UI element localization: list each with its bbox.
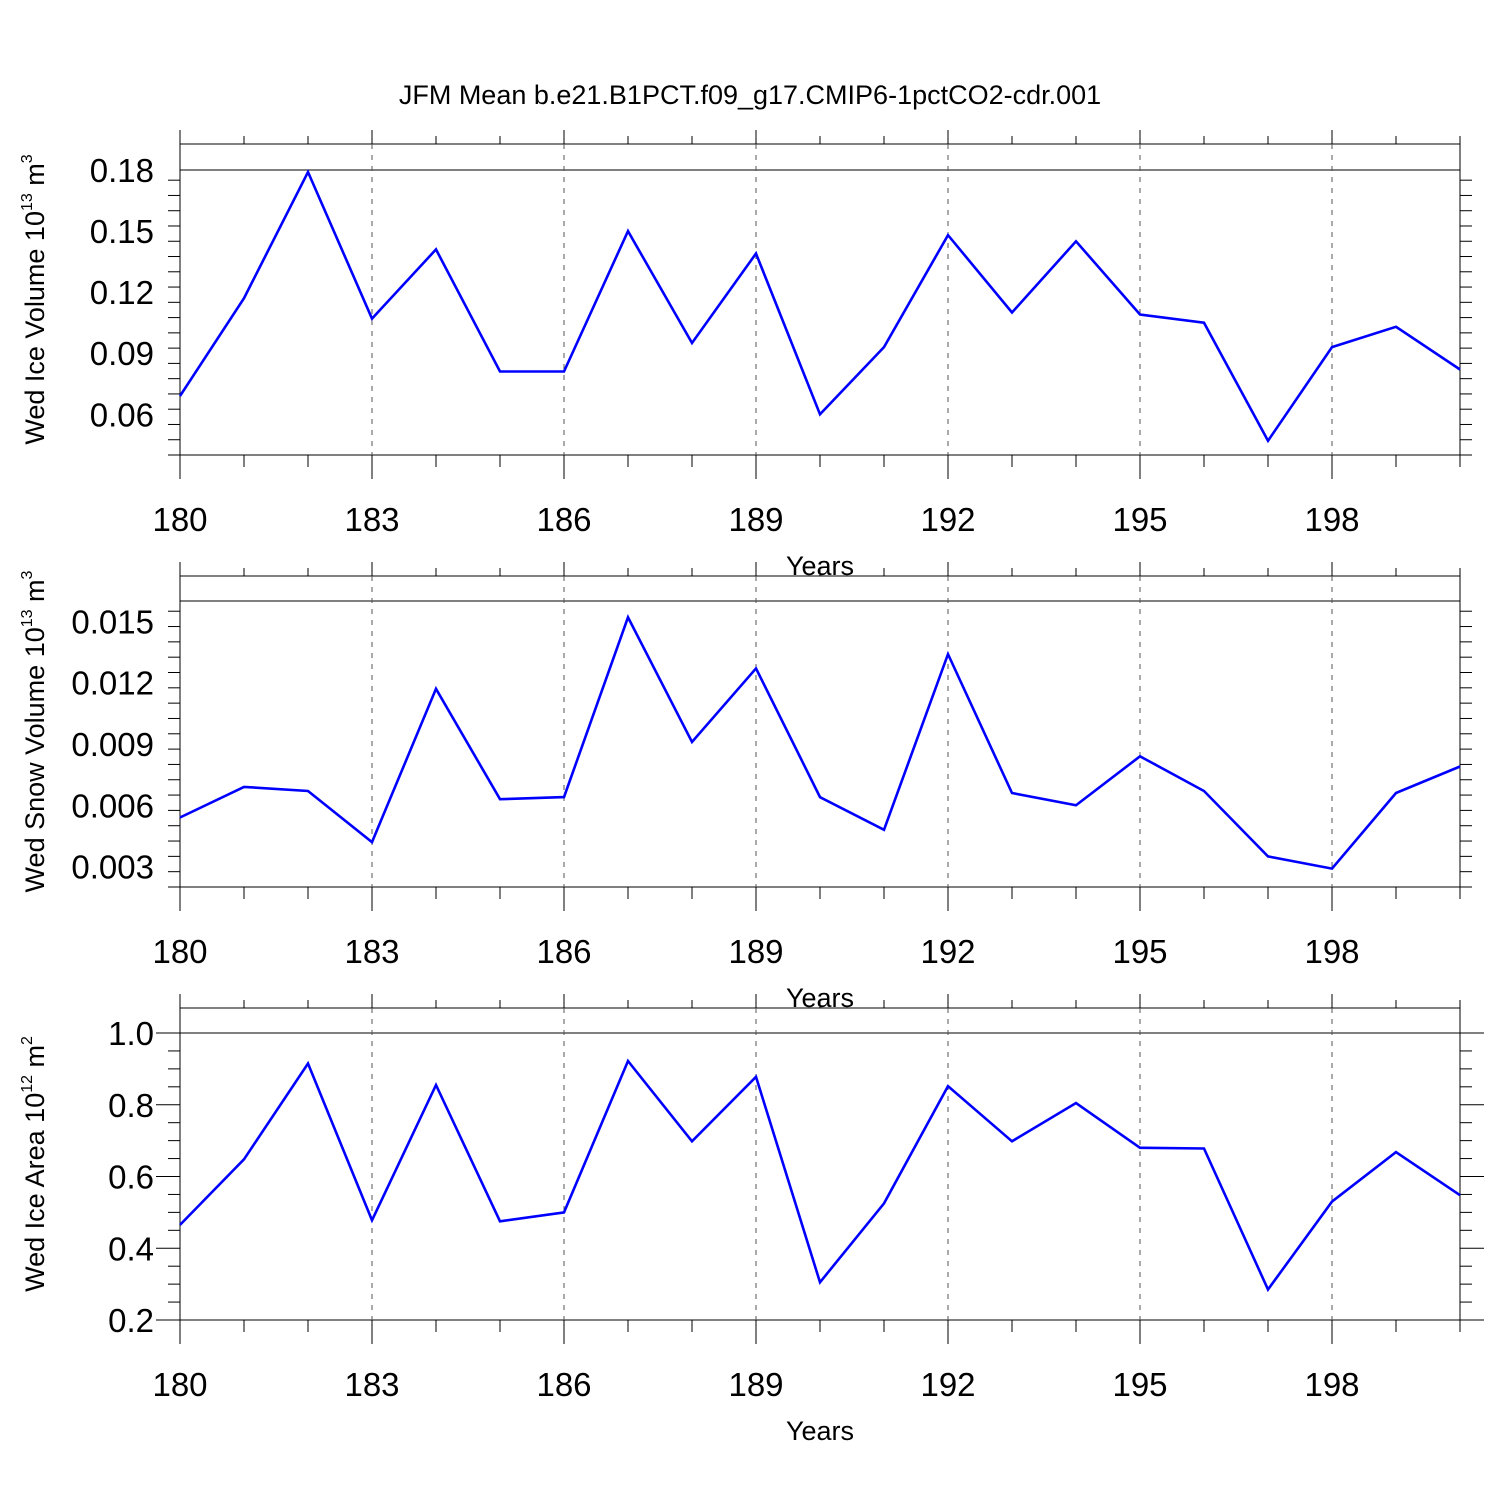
x-tick-label: 198	[1304, 1366, 1359, 1403]
x-tick-label: 180	[152, 501, 207, 538]
y-tick-label: 0.2	[108, 1302, 154, 1339]
x-tick-label: 195	[1112, 501, 1167, 538]
panel-1: 180 183 186 189 192 195 198Years0.060.090.120.…	[19, 130, 1472, 581]
y-axis-label: Wed Ice Area 1012 m2	[19, 1036, 50, 1292]
x-axis-label: Years	[786, 1416, 854, 1446]
y-tick-label: 0.15	[90, 213, 154, 250]
panel-3: 180 183 186 189 192 195 198 Years 0.2 0.4 0.6 0.8 1.…	[19, 994, 1484, 1446]
y-axis-label: Wed Snow Volume 1013 m3	[19, 570, 50, 892]
y-tick-label: 0.09	[90, 335, 154, 372]
x-tick-label: 180	[152, 933, 207, 970]
y-tick-label: 0.015	[71, 603, 154, 640]
x-tick-label: 192	[920, 501, 975, 538]
chart-title: JFM Mean b.e21.B1PCT.f09_g17.CMIP6-1pctC…	[398, 80, 1102, 110]
x-tick-label: 192	[920, 1366, 975, 1403]
x-tick-label: 198	[1304, 501, 1359, 538]
y-tick-label: 1.0	[108, 1015, 154, 1052]
panel-2: 180 183 186 189 192 195 198Years0.0030.0060.00…	[19, 562, 1472, 1013]
x-tick-label: 189	[728, 1366, 783, 1403]
x-tick-label: 192	[920, 933, 975, 970]
y-tick-label: 0.4	[108, 1230, 154, 1267]
x-tick-label: 195	[1112, 933, 1167, 970]
y-tick-label: 0.006	[71, 787, 154, 824]
x-tick-label: 195	[1112, 1366, 1167, 1403]
x-tick-label: 189	[728, 933, 783, 970]
x-tick-label: 183	[344, 1366, 399, 1403]
y-axis-label: Wed Ice Volume 1013 m3	[19, 154, 50, 444]
y-tick-label: 0.012	[71, 665, 154, 702]
x-tick-label: 183	[344, 933, 399, 970]
y-tick-label: 0.009	[71, 726, 154, 763]
x-tick-label: 180	[152, 1366, 207, 1403]
y-tick-label: 0.003	[71, 849, 154, 886]
x-tick-label: 186	[536, 933, 591, 970]
y-tick-label: 0.18	[90, 152, 154, 189]
y-tick-label: 0.6	[108, 1159, 154, 1196]
x-tick-label: 189	[728, 501, 783, 538]
x-tick-label: 183	[344, 501, 399, 538]
x-tick-label: 186	[536, 1366, 591, 1403]
x-tick-label: 186	[536, 501, 591, 538]
y-tick-label: 0.8	[108, 1087, 154, 1124]
y-tick-label: 0.06	[90, 396, 154, 433]
x-tick-label: 198	[1304, 933, 1359, 970]
y-tick-label: 0.12	[90, 274, 154, 311]
